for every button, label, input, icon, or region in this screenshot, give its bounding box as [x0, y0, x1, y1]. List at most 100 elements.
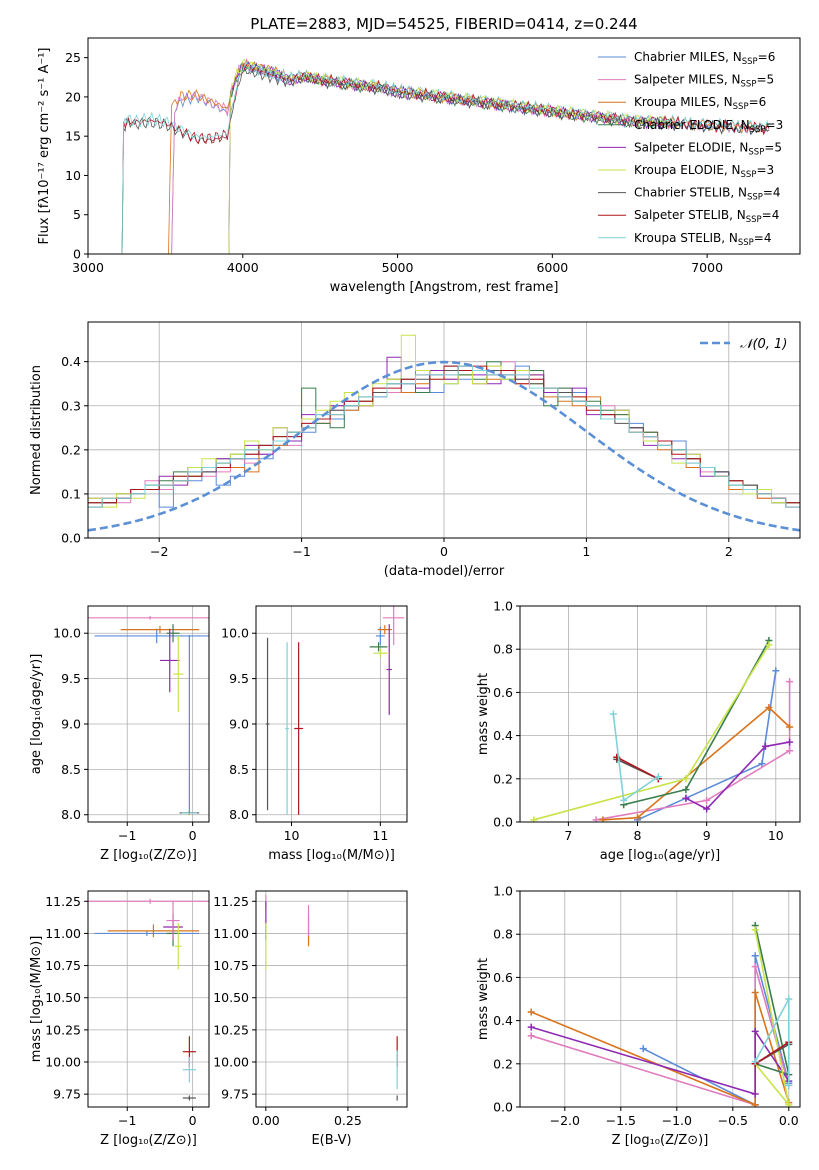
data-point-marker: [639, 1045, 647, 1053]
data-point-marker: [786, 723, 794, 731]
y-tick-label: 1.0: [493, 884, 513, 899]
x-tick-label: −1.5: [606, 1113, 636, 1128]
x-tick-label: −2.0: [550, 1113, 580, 1128]
error-bar-point: [182, 1095, 196, 1101]
x-tick-label: 8: [634, 828, 642, 843]
data-point-marker: [751, 1101, 759, 1107]
x-tick-label: 0.0: [779, 1113, 799, 1128]
legend-label: Kroupa ELODIE, NSSP=3: [634, 163, 774, 180]
x-tick-label: 10: [284, 828, 300, 843]
legend-label: 𝒩(0, 1): [740, 337, 787, 352]
x-tick-label: 0.00: [252, 1113, 280, 1128]
legend-label: Chabrier MILES, NSSP=6: [634, 50, 775, 67]
histogram-step: [88, 370, 800, 513]
legend-label: Salpeter ELODIE, NSSP=5: [634, 140, 782, 157]
y-tick-label: 10: [65, 168, 81, 183]
y-tick-label: 0.2: [61, 442, 81, 457]
legend-label: Kroupa MILES, NSSP=6: [634, 95, 766, 112]
y-axis-label: Normed distribution: [29, 365, 44, 495]
y-tick-label: 0.0: [493, 1100, 513, 1115]
legend-label: Chabrier STELIB, NSSP=4: [634, 186, 781, 203]
x-tick-label: 10: [768, 828, 784, 843]
mass_weight_vs_Z-panel: −2.0 −1.5 −1.0 −0.5 0.0 0.0 0.2 0.4 0.6 0.8 1.0 Z […: [476, 884, 801, 1148]
histogram-step: [88, 365, 800, 508]
y-tick-label: 0.4: [493, 728, 513, 743]
x-tick-label: 0: [189, 1113, 197, 1128]
error-bar-point: [166, 624, 180, 643]
data-point-marker: [682, 786, 690, 794]
mass-weight-line: [685, 741, 790, 810]
error-bar-point: [88, 615, 209, 620]
data-point-marker: [786, 747, 794, 755]
error-bar-point: [120, 625, 200, 634]
x-tick-label: 2: [725, 544, 733, 559]
spectrum-line: [121, 61, 770, 254]
mass-weight-line: [754, 1041, 790, 1065]
y-axis-label: age [log₁₀(age/yr)]: [29, 654, 44, 775]
x-tick-label: 7: [564, 828, 572, 843]
mass-weight-line: [616, 756, 659, 780]
y-tick-label: 0.8: [493, 642, 513, 657]
y-tick-label: 0.0: [493, 815, 513, 830]
mass-weight-line: [533, 644, 770, 821]
error-bar-point: [383, 606, 405, 646]
y-tick-label: 5: [73, 207, 81, 222]
data-point-marker: [751, 989, 759, 997]
data-point-marker: [703, 796, 711, 804]
y-tick-label: 0.6: [493, 970, 513, 985]
data-point-marker: [761, 742, 769, 750]
figure-title: PLATE=2883, MJD=54525, FIBERID=0414, z=0…: [250, 15, 637, 33]
data-point-marker: [786, 738, 794, 746]
residuals-panel: −2 −1 0 1 2 0.0 0.1 0.2 0.3 0.4 (data-model)/error…: [29, 321, 801, 579]
mass_weight_vs_age-panel: 7 8 9 10 0.0 0.2 0.4 0.6 0.8 1.0 age [log₁₀(age/yr…: [476, 599, 801, 863]
y-tick-label: 10.00: [213, 1055, 249, 1070]
mass-weight-line: [623, 640, 770, 806]
x-tick-label: 6000: [536, 260, 568, 275]
axes-frame: [255, 605, 408, 823]
error-bar-point: [285, 642, 289, 815]
axes-frame: [87, 890, 210, 1108]
x-axis-label: age [log₁₀(age/yr)]: [600, 848, 721, 863]
error-bar-point: [88, 898, 209, 904]
y-axis-label: mass weight: [476, 958, 491, 1040]
data-point-marker: [527, 1023, 535, 1031]
y-tick-label: 0.4: [493, 1013, 513, 1028]
histogram-step: [88, 365, 800, 513]
data-point-marker: [599, 816, 607, 822]
x-tick-label: 4000: [227, 260, 259, 275]
mass_vs_Z-panel: −1 0 9.75 10.00 10.25 10.50 10.75 11.00 11.25 Z […: [29, 890, 210, 1148]
y-tick-label: 10.00: [45, 1055, 81, 1070]
error-bar-point: [373, 648, 388, 658]
mass-weight-line: [754, 929, 790, 1106]
axes-frame: [519, 605, 801, 823]
y-tick-label: 15: [65, 129, 81, 144]
y-tick-label: 8.0: [229, 807, 249, 822]
spectrum-line: [171, 64, 770, 254]
data-point-marker: [527, 1008, 535, 1016]
data-point-marker: [765, 704, 773, 712]
y-tick-label: 0.4: [61, 354, 81, 369]
y-tick-label: 10.0: [221, 626, 249, 641]
data-point-marker: [751, 1090, 759, 1098]
x-axis-label: Z [log₁₀(Z/Z⊙)]: [100, 1133, 197, 1148]
spectrum-line: [228, 58, 677, 254]
x-tick-label: 0.25: [334, 1113, 362, 1128]
mass-weight-line: [595, 681, 791, 821]
x-axis-label: (data-model)/error: [384, 564, 505, 579]
y-tick-label: 0.3: [61, 398, 81, 413]
x-tick-label: −0.5: [718, 1113, 748, 1128]
y-tick-label: 0: [73, 247, 81, 262]
histogram-step: [88, 365, 800, 508]
error-bar-point: [174, 923, 182, 970]
x-tick-label: −2: [150, 544, 168, 559]
legend: 𝒩(0, 1): [700, 337, 787, 352]
y-tick-label: 11.25: [45, 894, 81, 909]
y-tick-label: 10.25: [213, 1022, 249, 1037]
axes-frame: [87, 37, 801, 255]
histogram-step: [88, 361, 800, 508]
data-point-marker: [751, 952, 759, 960]
error-bar-point: [294, 642, 304, 815]
histogram-step: [88, 361, 800, 513]
y-tick-label: 10.75: [213, 958, 249, 973]
